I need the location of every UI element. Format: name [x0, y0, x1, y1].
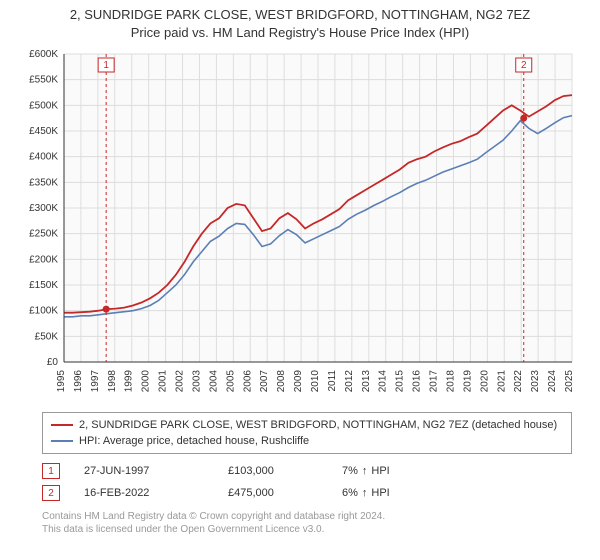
legend-swatch-1 [51, 424, 73, 426]
svg-text:1995: 1995 [56, 370, 67, 393]
arrow-up-icon: ↑ [362, 465, 368, 477]
marker-hpi-label: HPI [371, 487, 389, 499]
svg-text:1: 1 [103, 60, 109, 71]
svg-text:2023: 2023 [530, 370, 541, 393]
svg-text:£600K: £600K [29, 49, 58, 60]
marker-price: £103,000 [228, 465, 318, 477]
svg-text:1999: 1999 [124, 370, 135, 393]
svg-text:2005: 2005 [225, 370, 236, 393]
chart-area: £0 £50K £100K £150K £200K £250K £300K £350K £400… [20, 46, 580, 406]
legend-row: HPI: Average price, detached house, Rush… [51, 433, 563, 449]
svg-text:2021: 2021 [496, 370, 507, 393]
svg-text:2002: 2002 [175, 370, 186, 393]
svg-text:2012: 2012 [344, 370, 355, 393]
svg-text:£350K: £350K [29, 178, 58, 189]
svg-text:2025: 2025 [564, 370, 575, 393]
svg-text:£400K: £400K [29, 152, 58, 163]
marker-row: 1 27-JUN-1997 £103,000 7% ↑ HPI [42, 460, 572, 482]
svg-text:£50K: £50K [35, 332, 59, 343]
disclaimer-line: This data is licensed under the Open Gov… [42, 523, 572, 536]
svg-text:2024: 2024 [547, 370, 558, 393]
svg-text:2003: 2003 [191, 370, 202, 393]
svg-text:£250K: £250K [29, 229, 58, 240]
title-block: 2, SUNDRIDGE PARK CLOSE, WEST BRIDGFORD,… [8, 6, 592, 42]
svg-text:2008: 2008 [276, 370, 287, 393]
marker-date: 16-FEB-2022 [84, 487, 204, 499]
svg-text:£300K: £300K [29, 203, 58, 214]
svg-text:2018: 2018 [445, 370, 456, 393]
svg-text:2013: 2013 [361, 370, 372, 393]
svg-text:1997: 1997 [90, 370, 101, 393]
marker-hpi-pct: 6% [342, 487, 358, 499]
svg-text:2006: 2006 [242, 370, 253, 393]
svg-text:£150K: £150K [29, 280, 58, 291]
title-line-1: 2, SUNDRIDGE PARK CLOSE, WEST BRIDGFORD,… [8, 6, 592, 24]
line-chart-svg: £0 £50K £100K £150K £200K £250K £300K £350K £400… [20, 46, 580, 406]
marker-row: 2 16-FEB-2022 £475,000 6% ↑ HPI [42, 482, 572, 504]
marker-hpi: 7% ↑ HPI [342, 465, 390, 477]
svg-text:2015: 2015 [395, 370, 406, 393]
svg-text:£200K: £200K [29, 255, 58, 266]
svg-text:2016: 2016 [412, 370, 423, 393]
svg-text:2019: 2019 [462, 370, 473, 393]
svg-text:2011: 2011 [327, 370, 338, 392]
svg-text:2001: 2001 [158, 370, 169, 393]
svg-text:£0: £0 [47, 357, 59, 368]
svg-text:2: 2 [521, 60, 527, 71]
legend-row: 2, SUNDRIDGE PARK CLOSE, WEST BRIDGFORD,… [51, 417, 563, 433]
svg-text:2000: 2000 [141, 370, 152, 393]
legend-box: 2, SUNDRIDGE PARK CLOSE, WEST BRIDGFORD,… [42, 412, 572, 454]
svg-text:2014: 2014 [378, 370, 389, 393]
legend-swatch-2 [51, 440, 73, 442]
marker-table: 1 27-JUN-1997 £103,000 7% ↑ HPI 2 16-FEB… [42, 460, 572, 504]
legend-label: HPI: Average price, detached house, Rush… [79, 435, 309, 447]
marker-hpi-pct: 7% [342, 465, 358, 477]
marker-index-box: 2 [42, 485, 60, 501]
svg-text:£550K: £550K [29, 75, 58, 86]
marker-date: 27-JUN-1997 [84, 465, 204, 477]
arrow-up-icon: ↑ [362, 487, 368, 499]
disclaimer: Contains HM Land Registry data © Crown c… [42, 510, 572, 536]
svg-text:£500K: £500K [29, 101, 58, 112]
legend-label: 2, SUNDRIDGE PARK CLOSE, WEST BRIDGFORD,… [79, 419, 557, 431]
marker-price: £475,000 [228, 487, 318, 499]
svg-text:2009: 2009 [293, 370, 304, 393]
chart-container: 2, SUNDRIDGE PARK CLOSE, WEST BRIDGFORD,… [0, 0, 600, 560]
marker-index-box: 1 [42, 463, 60, 479]
svg-text:2017: 2017 [429, 370, 440, 393]
title-line-2: Price paid vs. HM Land Registry's House … [8, 24, 592, 42]
svg-text:2007: 2007 [259, 370, 270, 393]
svg-text:£450K: £450K [29, 126, 58, 137]
marker-hpi-label: HPI [371, 465, 389, 477]
svg-text:2020: 2020 [479, 370, 490, 393]
svg-text:1996: 1996 [73, 370, 84, 393]
svg-text:2004: 2004 [208, 370, 219, 393]
disclaimer-line: Contains HM Land Registry data © Crown c… [42, 510, 572, 523]
svg-text:1998: 1998 [107, 370, 118, 393]
svg-text:2010: 2010 [310, 370, 321, 393]
svg-text:2022: 2022 [513, 370, 524, 393]
svg-text:£100K: £100K [29, 306, 58, 317]
marker-hpi: 6% ↑ HPI [342, 487, 390, 499]
